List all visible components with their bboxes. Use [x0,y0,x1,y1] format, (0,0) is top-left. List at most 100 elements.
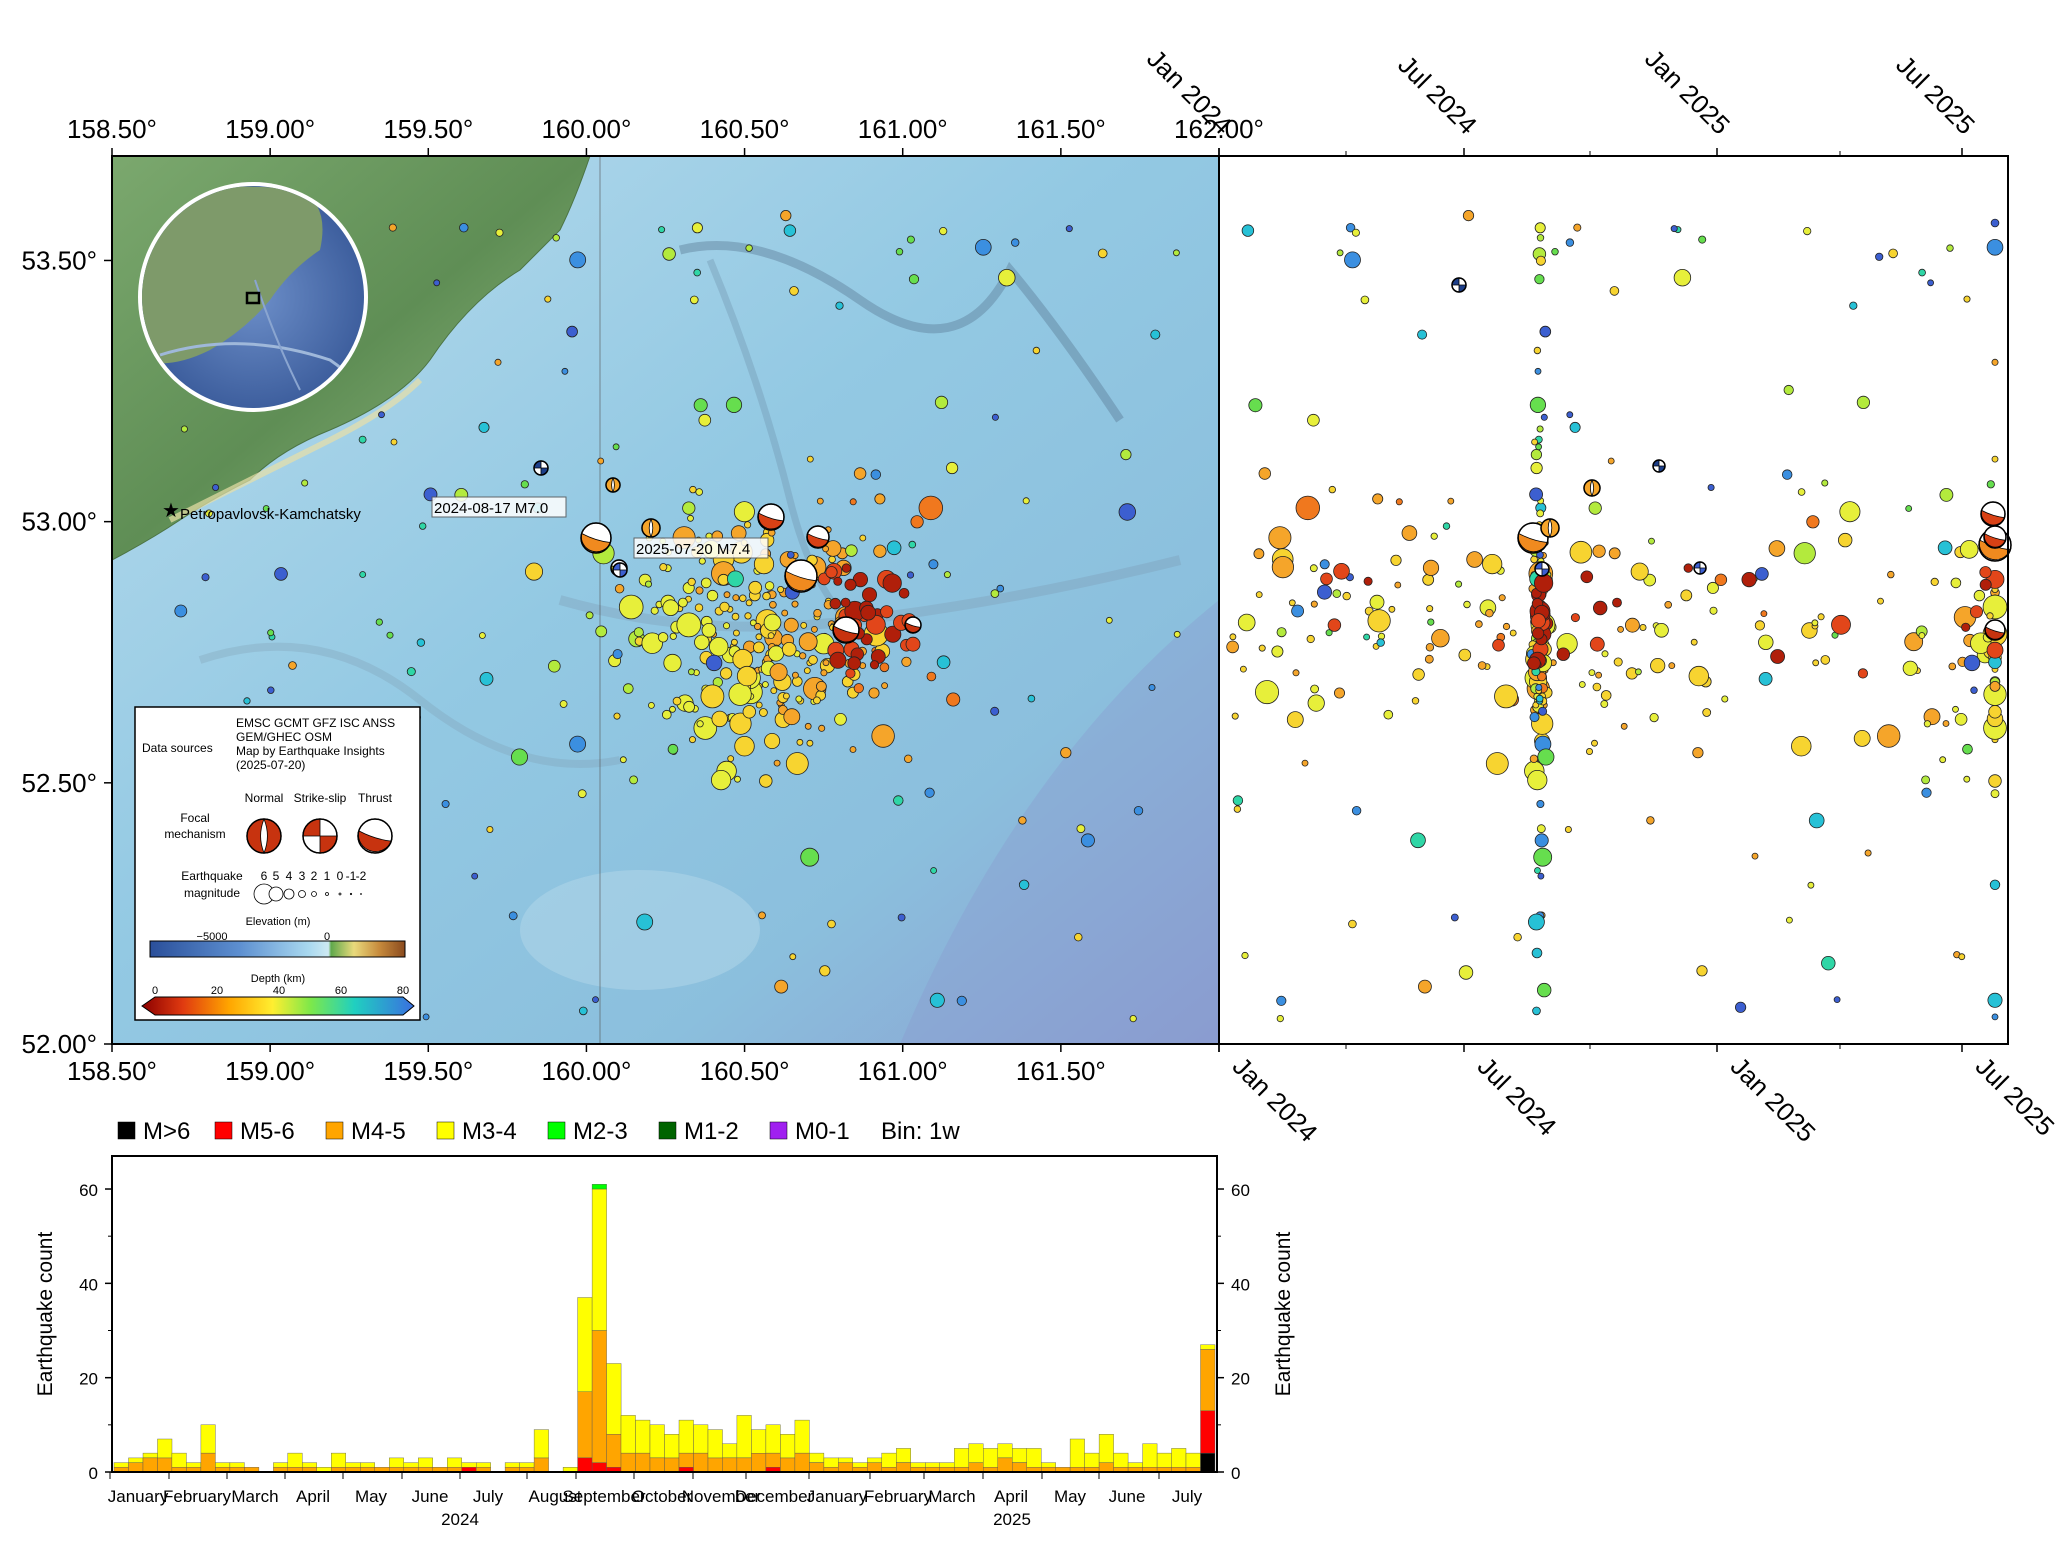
time-panel[interactable] [1218,155,2012,1045]
histogram-month-label: February [864,1487,933,1506]
timeline-earthquake-marker [1963,295,1971,303]
timeline-earthquake-marker [1367,609,1391,633]
focal-2025-event [806,525,830,549]
map-lon-label-bottom: 161.50° [1016,1056,1106,1086]
earthquake-marker [694,634,710,651]
earthquake-marker [689,736,697,744]
timeline-earthquake-marker [1309,564,1318,573]
earthquake-marker [648,702,655,709]
earthquake-marker [205,509,213,518]
timeline-earthquake-marker [1226,640,1239,654]
timeline-earthquake-marker [1741,571,1757,588]
legend-mag-circle [283,888,295,900]
timeline-earthquake-marker [1268,526,1292,550]
timeline-earthquake-marker [1513,933,1522,942]
earthquake-marker [813,696,821,705]
earthquake-marker [781,609,789,617]
legend-mech-normal: Normal [245,791,284,805]
earthquake-marker [762,681,769,688]
timeline-earthquake-marker [1231,712,1239,720]
histogram-bar-segment [128,1457,144,1463]
histogram-bar-segment [1026,1448,1042,1468]
histogram-bar-segment [1098,1462,1114,1473]
histogram-bar-segment [1142,1443,1158,1468]
histogram-legend-swatch [547,1121,566,1140]
earthquake-marker [804,722,812,730]
legend-depth-tick-2: 40 [273,985,285,997]
timeline-earthquake-marker [1989,879,2001,891]
histogram-month-label: July [473,1487,504,1506]
earthquake-marker [898,587,910,599]
histogram-bar-segment [838,1457,853,1463]
timeline-earthquake-marker [1332,589,1342,598]
timeline-earthquake-marker [1630,562,1649,581]
histogram-month-label: May [355,1487,388,1506]
legend-thrust-icon [357,818,393,854]
histogram-bar-segment [693,1452,709,1473]
timeline-earthquake-marker [1786,916,1793,924]
map-panel[interactable]: ★ Petropavlovsk-Kamchatsky 2024-08-17 M7… [111,155,1220,1045]
timeline-earthquake-marker [1534,573,1554,593]
earthquake-marker [880,605,894,619]
earthquake-marker [930,867,937,874]
earthquake-marker [827,919,836,929]
timeline-earthquake-marker [1612,597,1622,608]
timeline-earthquake-marker [1422,559,1440,577]
histogram-bar-segment [925,1462,940,1468]
timeline-earthquake-marker [1986,612,1994,620]
earthquake-marker [592,996,599,1003]
earthquake-marker [789,286,799,296]
earthquake-marker [844,578,857,591]
earthquake-marker [946,692,961,707]
earthquake-marker [945,461,959,475]
histogram-bar-segment [1200,1410,1216,1454]
histogram-month-label: August [529,1487,582,1506]
timeline-earthquake-marker [1494,684,1518,709]
earthquake-marker [676,612,702,638]
earthquake-marker [853,467,867,480]
map-lon-label-bottom: 158.50° [67,1056,157,1086]
histogram-bar-segment [1069,1438,1085,1468]
earthquake-marker [901,656,912,667]
legend-depth-tick-1: 20 [211,985,223,997]
histogram-legend-label: M>6 [143,1118,190,1145]
timeline-earthquake-marker [1760,610,1768,617]
earthquake-marker [871,724,895,748]
timeline-earthquake-marker [1485,609,1494,618]
earthquake-marker [552,234,560,242]
timeline-earthquake-marker [1573,223,1582,232]
earthquake-marker [732,648,753,670]
map-lon-label-top: 160.50° [700,114,790,144]
timeline-earthquake-marker [1485,752,1509,775]
timeline-earthquake-marker [1639,624,1647,632]
timeline-earthquake-marker [1348,919,1357,929]
timeline-earthquake-marker [1988,774,2002,788]
timeline-earthquake-marker [1620,722,1628,730]
timeline-earthquake-marker [1714,573,1728,587]
timeline-earthquake-marker [1535,684,1543,692]
timeline-earthquake-marker [1395,498,1403,506]
timeline-earthquake-marker [1536,425,1544,433]
earthquake-marker [695,586,704,595]
timeline-earthquake-marker [1735,1001,1747,1013]
histogram-bar-segment [635,1452,651,1473]
earthquake-marker [926,671,937,682]
histogram-bar-segment [794,1452,810,1473]
legend-focal-icons [246,818,393,854]
timeline-focal-mechanism [1652,459,1666,473]
earthquake-marker [736,665,758,687]
timeline-earthquake-marker [1646,816,1655,825]
timeline-earthquake-marker [1536,509,1545,518]
timeline-earthquake-marker [1412,668,1425,681]
earthquake-marker [908,274,920,285]
timeline-earthquake-marker [1990,789,2000,799]
earthquake-marker [433,279,441,287]
timeline-earthquake-marker [1600,700,1609,708]
earthquake-marker [683,700,695,713]
histogram-bar-segment [157,1438,173,1459]
timeline-earthquake-marker [1258,644,1266,652]
earthquake-marker [618,594,644,620]
histogram-legend-label: M2-3 [573,1118,628,1145]
time-focal-mechanisms [1451,277,2012,641]
earthquake-marker [1120,448,1132,461]
